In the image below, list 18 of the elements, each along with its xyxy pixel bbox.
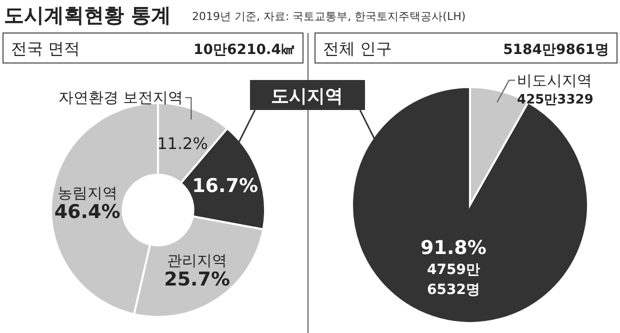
slice-label: 농림지역 bbox=[57, 184, 118, 202]
data-label: 11.2% bbox=[157, 134, 208, 154]
chart-title: 도시계획현황 통계 bbox=[4, 3, 171, 27]
data-label: 91.8% bbox=[420, 236, 486, 259]
slice-label: 관리지역 bbox=[167, 251, 228, 270]
text: 전체 인구 bbox=[323, 39, 392, 58]
data-label: 16.7% bbox=[192, 175, 258, 198]
text: 425만3329 bbox=[517, 92, 594, 108]
text: 5184만9861명 bbox=[503, 42, 609, 58]
data-label: 25.7% bbox=[164, 268, 230, 290]
text: 2019년 기준, 자료: 국토교통부, 한국토지주택공사(LH) bbox=[192, 10, 466, 23]
text: 4759만 6532명 bbox=[426, 262, 480, 298]
callout: 도시지역 bbox=[234, 80, 381, 150]
slice-label: 자연환경 보전지역 bbox=[58, 88, 184, 107]
data-label: 46.4% bbox=[54, 200, 120, 223]
text: 전국 면적 bbox=[11, 39, 80, 58]
text: 10만6210.4㎢ bbox=[193, 42, 295, 58]
slice-label: 비도시지역 bbox=[517, 71, 592, 90]
